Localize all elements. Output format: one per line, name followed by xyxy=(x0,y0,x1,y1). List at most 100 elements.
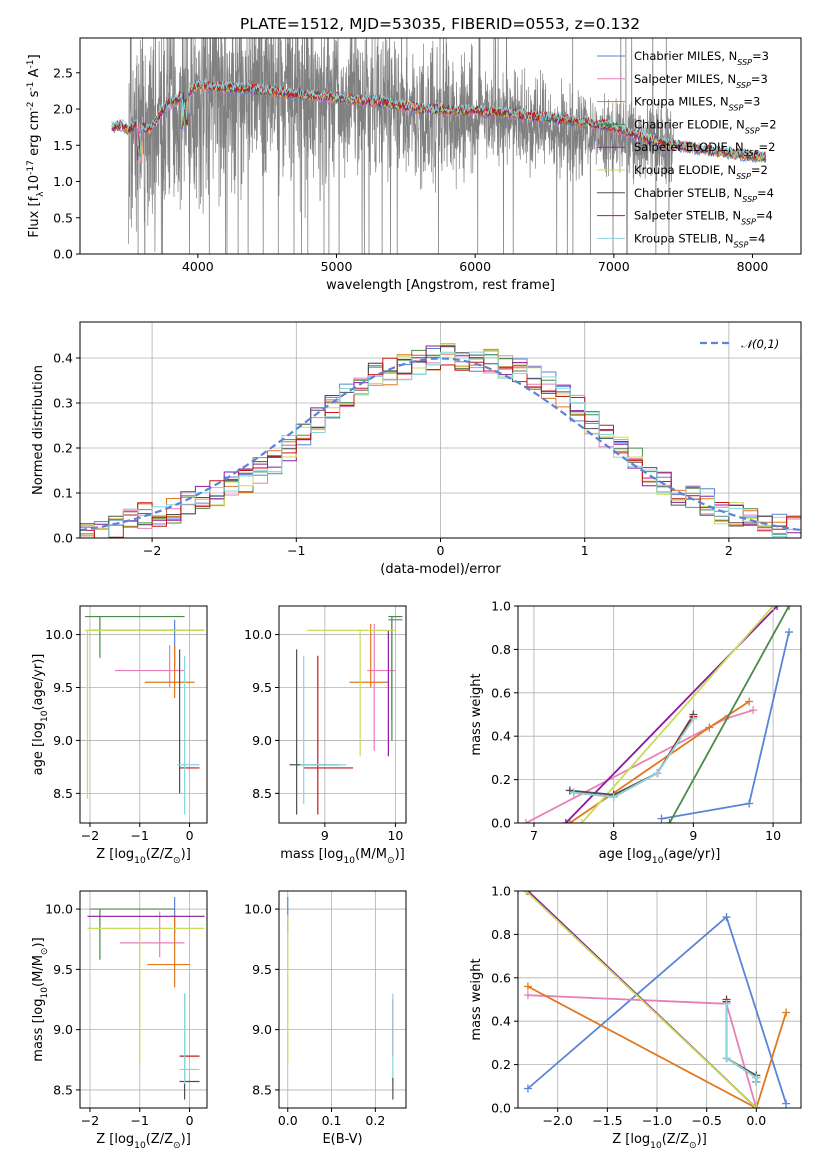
series-line xyxy=(668,606,790,823)
series-kroupa-stelib xyxy=(569,714,698,801)
x-tick-label: 7000 xyxy=(598,259,630,274)
series-salpeter-stelib xyxy=(569,712,698,801)
series-point xyxy=(722,999,731,1008)
series-point xyxy=(785,606,794,610)
y-tick-label: 0.6 xyxy=(491,685,511,700)
plot-area-massweight_vs_age xyxy=(518,606,801,823)
axes-frame xyxy=(79,605,208,824)
series-kroupa-elodie xyxy=(521,891,761,1108)
errorbar-kroupa-stelib xyxy=(177,655,200,815)
y-tick-label: 0.8 xyxy=(491,642,511,657)
axes-frame xyxy=(517,890,802,1109)
y-tick-label: 0.3 xyxy=(53,396,73,411)
series-point xyxy=(577,819,586,823)
x-tick-label: 0.0 xyxy=(278,1113,298,1128)
y-axis-label: mass weight xyxy=(469,673,484,755)
errorbar-salpeter-miles xyxy=(367,623,396,752)
x-tick-label: 10 xyxy=(387,828,403,843)
x-tick-label: −1.0 xyxy=(642,1113,672,1128)
y-tick-label: 2.0 xyxy=(53,102,73,117)
y-tick-label: 0.0 xyxy=(491,1101,511,1116)
series-point xyxy=(782,1099,791,1108)
series-kroupa-miles xyxy=(565,697,754,823)
plot-area-mass_vs_Z xyxy=(80,891,207,1108)
series-line xyxy=(525,709,754,823)
x-tick-label: 0 xyxy=(437,543,445,558)
errorbar-chabrier-elodie xyxy=(89,908,175,960)
errorbar-kroupa-miles xyxy=(349,623,389,688)
x-tick-label: 0 xyxy=(186,828,194,843)
axes-spectrum: 4000 5000 6000 7000 8000 0.0 0.5 1.0 1.5 2.0 2.5 wa… xyxy=(26,37,802,293)
x-tick-label: −2.0 xyxy=(543,1113,573,1128)
legend-spectrum: Chabrier MILES, NSSP=3 Salpeter MILES, NS… xyxy=(597,49,777,249)
x-tick-label: −2 xyxy=(81,1113,99,1128)
x-tick-label: 2 xyxy=(725,543,733,558)
x-tick-label: 5000 xyxy=(321,259,353,274)
series-point xyxy=(657,814,666,823)
x-tick-label: −1 xyxy=(287,543,305,558)
x-tick-label: 9 xyxy=(321,828,329,843)
axes-frame xyxy=(79,321,802,539)
y-tick-label: 1.5 xyxy=(53,138,73,153)
errorbar-chabrier-stelib xyxy=(289,649,339,815)
x-axis-label: age [log10(age/yr)] xyxy=(599,847,721,866)
axes-mass_vs_Z: −2 −1 0 8.5 9.0 9.5 10.0 Z [log10(Z/Z⊙)] mass [l… xyxy=(31,890,208,1151)
series-point xyxy=(561,819,570,823)
y-tick-label: 0.0 xyxy=(53,531,73,546)
y-tick-label: 10.0 xyxy=(244,627,272,642)
series-line xyxy=(725,999,758,1082)
series-point xyxy=(752,1077,761,1086)
series-point xyxy=(653,769,662,778)
x-tick-label: 6000 xyxy=(459,259,491,274)
errorbar-kroupa-stelib xyxy=(300,655,347,804)
normal-curve xyxy=(80,357,801,532)
y-tick-label: 9.5 xyxy=(252,680,272,695)
axes-frame xyxy=(517,605,802,824)
y-axis-label: age [log10(age/yr)] xyxy=(31,654,50,776)
series-point xyxy=(773,606,782,610)
y-tick-label: 0.4 xyxy=(491,729,511,744)
x-axis-label: E(B-V) xyxy=(322,1132,362,1147)
errorbar-chabrier-elodie xyxy=(388,615,403,741)
x-axis-label: Z [log10(Z/Z⊙)] xyxy=(96,847,191,866)
errorbar-salpeter-miles xyxy=(119,911,185,958)
errorbar-salpeter-miles xyxy=(114,645,185,688)
x-axis-label: Z [log10(Z/Z⊙)] xyxy=(612,1132,707,1151)
axes-frame xyxy=(278,890,407,1109)
x-tick-label: −1 xyxy=(131,1113,149,1128)
series-point xyxy=(745,697,754,706)
series-chabrier-elodie xyxy=(665,606,794,823)
x-tick-label: 0.1 xyxy=(322,1113,342,1128)
y-tick-label: 0.4 xyxy=(491,1014,511,1029)
series-point xyxy=(722,1054,731,1063)
axes-massweight_vs_Z: −2.0 −1.5 −1.0 −0.5 0.0 0.0 0.2 0.4 0.6 0.8 1.0 Z [… xyxy=(469,884,802,1151)
histogram-kroupa-stelib xyxy=(80,351,801,538)
axes-frame xyxy=(79,890,208,1109)
plots-layer: 4000 5000 6000 7000 80000.00.51.01.52.02.5wa… xyxy=(26,37,802,1151)
series-line xyxy=(581,606,774,823)
y-tick-label: 9.0 xyxy=(53,1022,73,1037)
x-tick-label: −1.5 xyxy=(592,1113,622,1128)
x-tick-label: 0.2 xyxy=(365,1113,385,1128)
x-tick-label: −2 xyxy=(143,543,161,558)
plot-area-age_vs_Z xyxy=(80,606,207,823)
series-point xyxy=(665,819,674,823)
y-tick-label: 2.5 xyxy=(53,65,73,80)
series-point xyxy=(782,1008,791,1017)
series-point xyxy=(769,606,778,610)
plot-area-massweight_vs_Z xyxy=(518,891,801,1108)
axes-residuals: −2 −1 0 1 2 0.0 0.1 0.2 0.3 0.4 (data-model)/error… xyxy=(31,321,802,577)
series-point xyxy=(785,628,794,637)
plot-area-age_vs_mass xyxy=(279,606,406,823)
x-tick-label: 9 xyxy=(689,828,697,843)
series-salpeter-miles xyxy=(523,991,761,1108)
y-tick-label: 8.5 xyxy=(252,786,272,801)
series-chabrier-miles xyxy=(523,913,791,1108)
series-point xyxy=(523,991,532,1000)
series-point xyxy=(521,891,530,895)
series-point xyxy=(745,799,754,808)
y-tick-label: 0.2 xyxy=(53,441,73,456)
axes-age_vs_mass: 9 10 8.5 9.0 9.5 10.0 mass [log10(M/M⊙)] xyxy=(244,605,407,866)
y-axis-label: mass weight xyxy=(469,958,484,1040)
series-chabrier-miles xyxy=(657,628,794,823)
